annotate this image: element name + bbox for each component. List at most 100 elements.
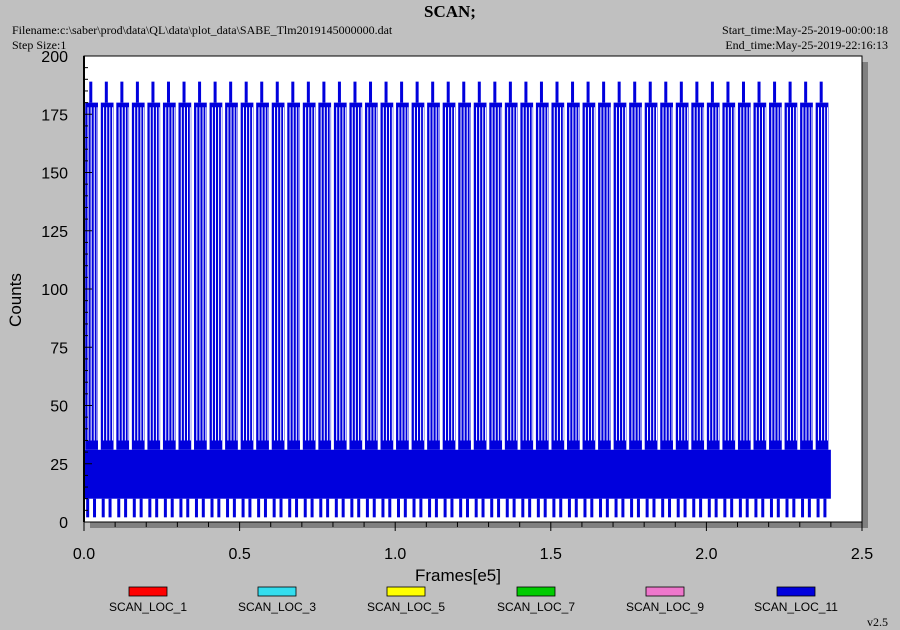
scan-dip <box>465 498 469 518</box>
scan-peak <box>151 81 155 103</box>
scan-dip <box>459 498 463 518</box>
scan-dip <box>381 498 385 518</box>
scan-peak <box>757 81 761 103</box>
scan-dip <box>552 498 556 518</box>
scan-dip <box>201 498 205 518</box>
scan-peak <box>89 81 93 103</box>
y-tick-label: 0 <box>59 515 68 532</box>
scan-dip <box>474 498 478 518</box>
scan-dip <box>707 498 711 518</box>
scan-dip <box>334 498 338 518</box>
scan-peak <box>104 81 108 103</box>
scan-dip <box>365 498 369 518</box>
scan-dip <box>559 498 563 518</box>
y-tick-label: 150 <box>41 166 68 183</box>
legend-swatch <box>257 586 297 597</box>
scan-peak <box>648 81 652 103</box>
series-band <box>84 449 831 499</box>
scan-dip <box>605 498 609 518</box>
scan-dip <box>776 498 780 518</box>
y-tick-label: 100 <box>41 282 68 299</box>
scan-dip <box>186 498 190 518</box>
legend-swatch <box>128 586 168 597</box>
scan-dip <box>528 498 532 518</box>
scan-dip <box>241 498 245 518</box>
legend-label: SCAN_LOC_7 <box>497 600 575 614</box>
legend: SCAN_LOC_1 SCAN_LOC_3 SCAN_LOC_5 SCAN_LOC_7… <box>109 586 838 614</box>
scan-dip <box>536 498 540 518</box>
scan-peak <box>539 81 543 103</box>
scan-dip <box>179 498 183 518</box>
y-axis-ticks: 0 25 50 75 100 125 150 175 200 <box>41 49 92 532</box>
x-axis-title: Frames[e5] <box>415 566 501 585</box>
scan-peak <box>384 81 388 103</box>
scan-peak <box>804 81 808 103</box>
scan-dip <box>590 498 594 518</box>
scan-peak <box>726 81 730 103</box>
scan-dip <box>232 498 236 518</box>
scan-peak <box>633 81 637 103</box>
scan-dip <box>272 498 276 518</box>
scan-peak <box>819 81 823 103</box>
scan-dip <box>396 498 400 518</box>
scan-dip <box>319 498 323 518</box>
scan-peak <box>306 81 310 103</box>
x-tick-label: 0.5 <box>228 546 250 563</box>
scan-dip <box>148 498 152 518</box>
scan-peak <box>741 81 745 103</box>
scan-dip <box>434 498 438 518</box>
scan-peak <box>275 81 279 103</box>
scan-dip <box>101 498 105 518</box>
scan-dip <box>668 498 672 518</box>
scan-peak <box>788 81 792 103</box>
scan-peak <box>322 81 326 103</box>
scan-dip <box>326 498 330 518</box>
scan-dip <box>505 498 509 518</box>
scan-peak <box>244 81 248 103</box>
scan-dip <box>543 498 547 518</box>
scan-peak <box>773 81 777 103</box>
series-scan-loc-11 <box>84 81 831 518</box>
scan-dip <box>816 498 820 518</box>
scan-dip <box>295 498 299 518</box>
scan-dip <box>801 498 805 518</box>
scan-peak <box>182 81 186 103</box>
scan-dip <box>279 498 283 518</box>
scan-peak <box>166 81 170 103</box>
scan-peak <box>120 81 124 103</box>
scan-dip <box>614 498 618 518</box>
scan-peak <box>337 81 341 103</box>
scan-peak <box>213 81 217 103</box>
scan-dip <box>419 498 423 518</box>
y-tick-label: 200 <box>41 49 68 66</box>
scan-peak <box>477 81 481 103</box>
scan-dip <box>403 498 407 518</box>
scan-dip <box>372 498 376 518</box>
scan-dip <box>676 498 680 518</box>
scan-peak <box>415 81 419 103</box>
scan-dip <box>170 498 174 518</box>
scan-dip <box>699 498 703 518</box>
scan-dip <box>481 498 485 518</box>
scan-dip <box>310 498 314 518</box>
x-tick-label: 1.0 <box>384 546 406 563</box>
legend-swatch <box>776 586 816 597</box>
scan-dip <box>341 498 345 518</box>
scan-dip <box>730 498 734 518</box>
x-tick-label: 1.5 <box>540 546 562 563</box>
legend-swatch <box>386 586 426 597</box>
scan-peak <box>586 81 590 103</box>
x-tick-label: 0.0 <box>73 546 95 563</box>
scan-peak <box>431 81 435 103</box>
scan-dip <box>645 498 649 518</box>
scan-peak <box>524 81 528 103</box>
scan-dip <box>303 498 307 518</box>
scan-peak <box>400 81 404 103</box>
scan-dip <box>807 498 811 518</box>
scan-peak <box>555 81 559 103</box>
scan-dip <box>583 498 587 518</box>
scan-peak <box>617 81 621 103</box>
scan-dip <box>217 498 221 518</box>
x-tick-label: 2.0 <box>695 546 717 563</box>
scan-peak <box>710 81 714 103</box>
